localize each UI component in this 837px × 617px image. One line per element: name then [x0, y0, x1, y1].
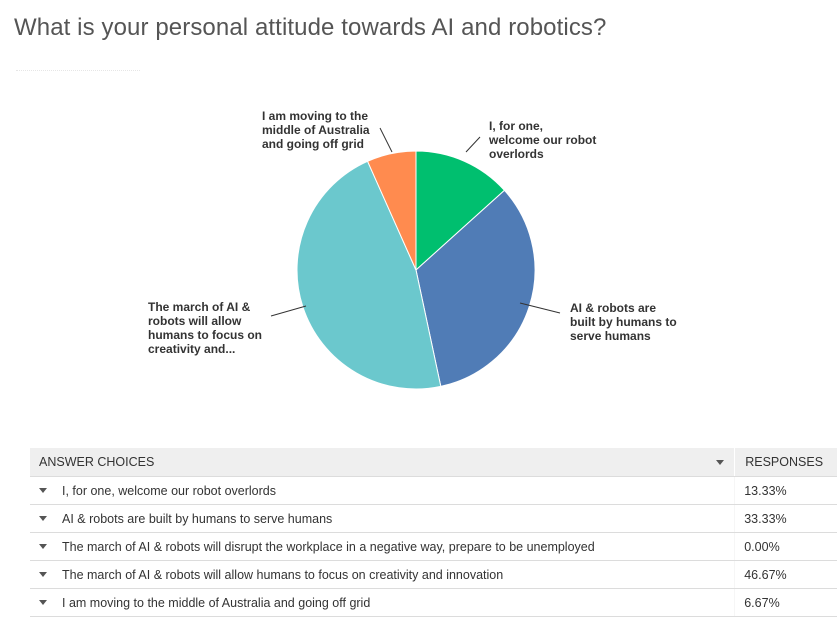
answer-choice-label: I, for one, welcome our robot overlords [62, 483, 276, 498]
question-title: What is your personal attitude towards A… [14, 14, 607, 41]
answer-choice-cell: I am moving to the middle of Australia a… [30, 588, 735, 617]
response-percent: 13.33% [734, 476, 837, 505]
response-percent: 6.67% [734, 588, 837, 617]
expand-caret-icon[interactable] [39, 572, 47, 577]
answer-choice-label: I am moving to the middle of Australia a… [62, 595, 371, 610]
pie-slice-label: I am moving to the middle of Australia and… [262, 109, 370, 151]
response-percent: 46.67% [734, 560, 837, 589]
expand-caret-icon[interactable] [39, 600, 47, 605]
sort-caret-icon[interactable] [716, 459, 725, 465]
pie-slice[interactable] [415, 150, 506, 272]
answer-choices-header-label: ANSWER CHOICES [39, 455, 155, 469]
leader-line [379, 127, 393, 153]
table-row: I am moving to the middle of Australia a… [30, 588, 837, 617]
pie-slice-label: I, for one, welcome our robot overlords [488, 119, 596, 161]
table-row: The march of AI & robots will disrupt th… [30, 532, 837, 561]
pie-slice-label: AI & robots are built by humans to serve h… [570, 301, 677, 343]
response-percent: 0.00% [734, 532, 837, 561]
pie-chart: I, for one, welcome our robot overlords AI … [148, 109, 677, 390]
leader-line [465, 136, 481, 153]
answer-choice-cell: The march of AI & robots will allow huma… [30, 560, 735, 589]
leader-line [519, 302, 561, 314]
expand-caret-icon[interactable] [39, 544, 47, 549]
divider [16, 70, 140, 72]
expand-caret-icon[interactable] [39, 488, 47, 493]
table-row: I, for one, welcome our robot overlords 1… [30, 476, 837, 505]
table-header-row: ANSWER CHOICES RESPONSES [30, 448, 837, 477]
answer-choice-label: The march of AI & robots will disrupt th… [62, 539, 595, 554]
table-row: The march of AI & robots will allow huma… [30, 560, 837, 589]
answer-table: ANSWER CHOICES RESPONSES I, for one, wel… [30, 448, 837, 617]
answer-choice-cell: AI & robots are built by humans to serve… [30, 504, 735, 533]
answer-choices-header[interactable]: ANSWER CHOICES [30, 448, 735, 477]
pie-slice[interactable] [415, 189, 536, 387]
responses-header: RESPONSES [734, 448, 837, 477]
answer-choice-label: The march of AI & robots will allow huma… [62, 567, 504, 582]
response-percent: 33.33% [734, 504, 837, 533]
table-row: AI & robots are built by humans to serve… [30, 504, 837, 533]
pie-slice[interactable] [366, 150, 417, 271]
answer-choice-label: AI & robots are built by humans to serve… [62, 511, 333, 526]
answer-choice-cell: I, for one, welcome our robot overlords [30, 476, 735, 505]
answer-choice-cell: The march of AI & robots will disrupt th… [30, 532, 735, 561]
pie-slice-label: The march of AI & robots will allow humans… [148, 300, 262, 356]
leader-line [270, 305, 307, 317]
expand-caret-icon[interactable] [39, 516, 47, 521]
